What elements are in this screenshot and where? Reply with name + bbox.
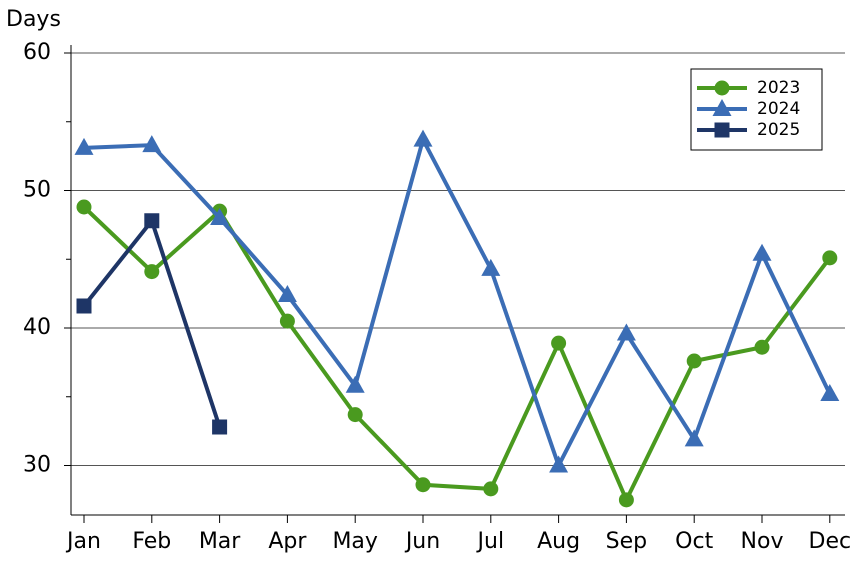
- data-point: [142, 135, 162, 153]
- data-point: [551, 335, 567, 351]
- y-axis-label: Days: [6, 7, 61, 32]
- series-line: [83, 134, 832, 471]
- legend-marker: [712, 99, 732, 116]
- y-tick-label: 40: [23, 315, 51, 340]
- data-point: [212, 419, 228, 435]
- legend-label: 2025: [757, 120, 800, 140]
- x-tick-label: Mar: [199, 529, 241, 554]
- series-line: [82, 205, 832, 505]
- data-point: [822, 250, 838, 266]
- legend-label: 2023: [757, 78, 800, 98]
- data-point: [483, 481, 499, 497]
- data-point: [345, 375, 365, 393]
- data-point: [144, 264, 160, 280]
- data-point: [74, 137, 94, 155]
- data-point: [415, 477, 431, 493]
- data-point: [686, 353, 702, 369]
- data-point: [76, 298, 92, 314]
- series-line: [82, 216, 222, 428]
- data-point: [279, 313, 295, 329]
- data-point: [413, 129, 433, 147]
- x-tick-label: Jan: [65, 529, 101, 554]
- data-point: [277, 285, 297, 302]
- data-point: [144, 213, 160, 229]
- x-tick-label: Sep: [606, 529, 647, 554]
- data-point: [684, 429, 704, 447]
- x-tick-label: Nov: [741, 529, 784, 554]
- y-tick-label: 50: [23, 178, 51, 203]
- data-point: [481, 258, 501, 276]
- data-point: [549, 455, 569, 473]
- x-tick-label: Jul: [476, 529, 505, 554]
- x-tick-label: Jun: [404, 529, 440, 554]
- data-point: [752, 243, 772, 261]
- legend-label: 2024: [757, 99, 800, 119]
- legend-marker: [714, 122, 730, 138]
- data-point: [76, 199, 92, 215]
- data-point: [616, 323, 636, 341]
- legend-box: [690, 68, 823, 151]
- y-tick-label: 30: [23, 453, 51, 478]
- x-tick-label: Dec: [809, 529, 852, 554]
- data-point: [820, 384, 840, 401]
- y-tick-label: 60: [23, 40, 51, 65]
- x-tick-label: Feb: [132, 529, 171, 554]
- x-tick-label: Aug: [537, 529, 580, 554]
- x-tick-label: Apr: [268, 529, 307, 554]
- data-point: [618, 492, 634, 508]
- data-point: [347, 407, 363, 423]
- legend-marker: [714, 80, 730, 96]
- x-tick-label: May: [332, 529, 377, 554]
- x-tick-label: Oct: [675, 529, 713, 554]
- data-point: [210, 208, 230, 225]
- data-point: [754, 339, 770, 355]
